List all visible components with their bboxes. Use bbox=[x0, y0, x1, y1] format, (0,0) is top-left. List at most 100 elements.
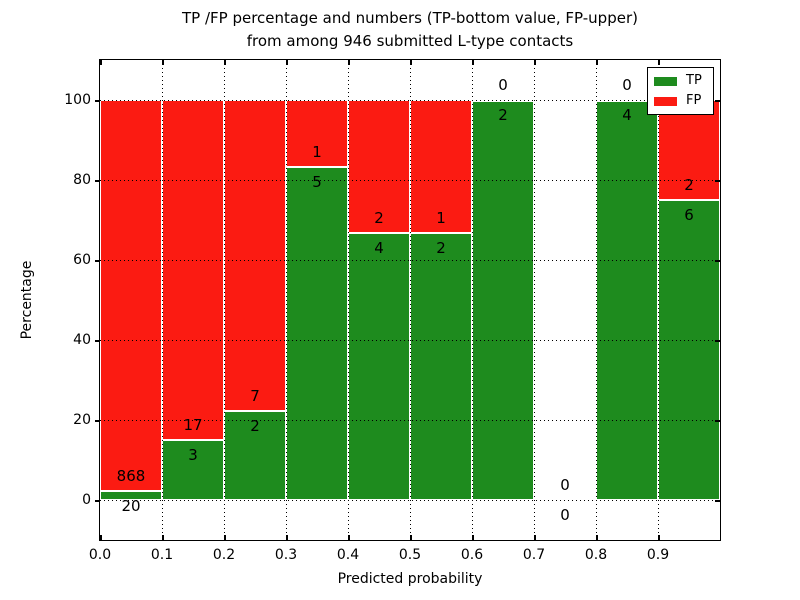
fp-bar-segment bbox=[348, 100, 410, 234]
y-tick-label: 80 bbox=[73, 172, 91, 188]
axis-tick bbox=[95, 340, 100, 342]
fp-bar-segment bbox=[224, 100, 286, 412]
axis-tick bbox=[348, 60, 350, 65]
tp-count-label: 4 bbox=[622, 106, 632, 124]
chart-title-line1: TP /FP percentage and numbers (TP-bottom… bbox=[182, 9, 638, 27]
axis-tick bbox=[658, 60, 660, 65]
fp-count-label: 0 bbox=[498, 76, 508, 94]
v-gridline bbox=[596, 60, 597, 540]
legend-entry: TP bbox=[654, 71, 709, 91]
axis-tick bbox=[715, 100, 720, 102]
tp-bar-segment bbox=[224, 411, 286, 500]
x-tick-label: 0.2 bbox=[212, 547, 236, 563]
axis-tick bbox=[224, 60, 226, 65]
legend-entry: FP bbox=[654, 91, 709, 111]
axis-tick bbox=[410, 60, 412, 65]
legend-swatch-fp bbox=[654, 96, 677, 106]
x-tick-label: 0.8 bbox=[584, 547, 608, 563]
tp-bar-segment bbox=[658, 200, 720, 500]
axis-tick bbox=[534, 60, 536, 65]
v-gridline bbox=[472, 60, 473, 540]
x-tick-label: 0.1 bbox=[150, 547, 174, 563]
fp-count-label: 0 bbox=[560, 476, 570, 494]
x-tick-label: 0.6 bbox=[460, 547, 484, 563]
tp-bar-segment bbox=[410, 233, 472, 500]
x-tick-label: 0.4 bbox=[336, 547, 360, 563]
tp-count-label: 5 bbox=[312, 172, 322, 191]
tp-bar-segment bbox=[472, 100, 534, 500]
x-tick-label: 0.5 bbox=[398, 547, 422, 563]
legend-label: FP bbox=[686, 93, 702, 108]
axis-tick bbox=[658, 535, 660, 540]
chart-title: TP /FP percentage and numbers (TP-bottom… bbox=[100, 7, 720, 53]
fp-bar-segment bbox=[286, 100, 348, 167]
fp-count-label: 1 bbox=[436, 209, 446, 228]
v-gridline bbox=[348, 60, 349, 540]
legend-label: TP bbox=[686, 73, 702, 88]
fp-count-label: 1 bbox=[312, 142, 322, 161]
v-gridline bbox=[162, 60, 163, 540]
v-gridline bbox=[534, 60, 535, 540]
tp-bar-segment bbox=[162, 440, 224, 500]
v-gridline bbox=[224, 60, 225, 540]
axis-tick bbox=[95, 100, 100, 102]
axis-tick bbox=[95, 500, 100, 502]
x-tick-label: 0.0 bbox=[88, 547, 112, 563]
axis-tick bbox=[224, 535, 226, 540]
axis-tick bbox=[95, 180, 100, 182]
y-tick-label: 20 bbox=[73, 412, 91, 428]
axis-tick bbox=[472, 60, 474, 65]
tp-count-label: 2 bbox=[250, 417, 260, 436]
tp-bar-segment bbox=[348, 233, 410, 500]
v-gridline bbox=[286, 60, 287, 540]
axis-tick bbox=[410, 535, 412, 540]
axis-tick bbox=[715, 260, 720, 262]
axis-tick bbox=[715, 420, 720, 422]
fp-count-label: 7 bbox=[250, 387, 260, 406]
axis-tick bbox=[348, 535, 350, 540]
axis-tick bbox=[534, 535, 536, 540]
axis-tick bbox=[286, 535, 288, 540]
tp-count-label: 20 bbox=[121, 496, 141, 515]
axis-tick bbox=[596, 535, 598, 540]
legend-swatch-tp bbox=[654, 76, 677, 86]
axis-tick bbox=[95, 260, 100, 262]
fp-bar-segment bbox=[410, 100, 472, 234]
x-tick-label: 0.9 bbox=[646, 547, 670, 563]
fp-count-label: 17 bbox=[183, 416, 203, 434]
fp-bar-segment bbox=[100, 100, 162, 491]
axis-tick bbox=[95, 420, 100, 422]
axis-tick bbox=[715, 340, 720, 342]
y-tick-label: 100 bbox=[64, 92, 91, 108]
tp-bar-segment bbox=[596, 100, 658, 500]
y-tick-label: 60 bbox=[73, 252, 91, 268]
tp-count-label: 2 bbox=[436, 239, 446, 258]
tp-count-label: 0 bbox=[560, 506, 570, 524]
fp-count-label: 868 bbox=[116, 466, 146, 485]
v-gridline bbox=[658, 60, 659, 540]
axis-tick bbox=[100, 535, 102, 540]
axis-tick bbox=[596, 60, 598, 65]
chart-title-line2: from among 946 submitted L-type contacts bbox=[246, 32, 574, 50]
axis-tick bbox=[162, 60, 164, 65]
x-tick-label: 0.7 bbox=[522, 547, 546, 563]
tp-bar-segment bbox=[286, 166, 348, 500]
axis-tick bbox=[715, 500, 720, 502]
axis-tick bbox=[100, 60, 102, 65]
y-tick-label: 0 bbox=[82, 492, 91, 508]
v-gridline bbox=[410, 60, 411, 540]
axis-tick bbox=[472, 535, 474, 540]
y-tick-label: 40 bbox=[73, 332, 91, 348]
tp-count-label: 6 bbox=[684, 206, 694, 224]
tp-bar-segment bbox=[100, 490, 162, 500]
tp-count-label: 4 bbox=[374, 239, 384, 258]
axis-tick bbox=[162, 535, 164, 540]
fp-bar-segment bbox=[162, 100, 224, 440]
x-tick-label: 0.3 bbox=[274, 547, 298, 563]
fp-count-label: 0 bbox=[622, 76, 632, 94]
legend: TP FP bbox=[647, 67, 714, 115]
fp-count-label: 2 bbox=[374, 209, 384, 228]
axis-tick bbox=[286, 60, 288, 65]
